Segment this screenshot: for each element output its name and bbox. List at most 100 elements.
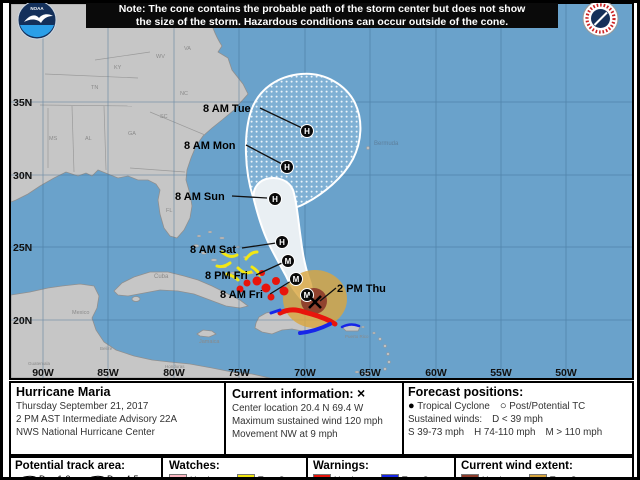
post-potential-tc-circle-icon: ○ [499,400,507,412]
hurricane-watch-swatch [169,474,187,480]
storm-info-block: Hurricane Maria Thursday September 21, 2… [16,385,177,439]
note-line-1: Note: The cone contains the probable pat… [118,3,526,15]
ts-watch-areas [215,250,262,282]
cone-day13-icon [17,475,36,480]
day13-label: Day 1-3 [39,474,71,480]
label-8am-fri: 8 AM Fri [220,289,263,301]
svg-text:Mexico: Mexico [72,310,89,316]
hurricane-extent-swatch [461,474,479,480]
forecast-cone-map: H H H H M M M 8 AM Tue [9,2,634,380]
svg-text:Guatemala: Guatemala [28,361,51,366]
center-location: Center location 20.4 N 69.4 W [232,403,364,414]
wind-categories-row: S 39-73 mph H 74-110 mph M > 110 mph [408,426,602,439]
nws-logo-icon [582,0,619,42]
forecast-position-dots: H H H H M M M [268,124,322,309]
label-8am-sun: 8 AM Sun [175,191,225,203]
forecast-dot-tue[interactable]: H [300,124,314,138]
isle-of-youth [131,296,141,302]
panel-divider-2 [402,383,404,454]
current-position-x-icon [308,295,322,309]
day45-label: Day 4-5 [107,474,139,480]
svg-text:H: H [279,238,285,247]
legend-day45-item: Day 4-5 [83,474,139,480]
storm-title: Hurricane Maria [16,385,111,399]
leader-lines [231,107,337,302]
warning-tropstm-item: Trop Stm [381,474,439,480]
svg-text:Cuba: Cuba [154,274,169,280]
label-8am-mon: 8 AM Mon [184,140,236,152]
legend-day13-item: Day 1-3 [15,474,71,480]
tropical-cyclone-dot-icon: ● [408,400,415,412]
movement: Movement NW at 9 mph [232,429,338,440]
ts-warning-areas [269,308,361,335]
watch-tropstm-item: Trop Stm [237,474,295,480]
forecast-positions-header: Forecast positions: [408,385,524,399]
svg-text:50W: 50W [555,367,577,378]
wind-category-s: S 39-73 mph [408,427,465,438]
wind-extent-header: Current wind extent: [461,460,573,472]
cone-disclaimer-note: Note: The cone contains the probable pat… [86,2,558,28]
current-position-marker-icon: × [357,385,366,401]
sustained-winds-label: Sustained winds: [408,414,483,425]
svg-text:85W: 85W [97,367,119,378]
current-info-header: Current information: × [232,385,366,401]
label-8am-sat: 8 AM Sat [190,244,236,256]
post-potential-tc-label: Post/Potential TC [509,401,586,412]
svg-text:Honduras: Honduras [165,364,185,369]
note-line-2: the size of the storm. Hazardous conditi… [135,15,509,28]
longitude-labels: 90W 85W 80W 75W 70W 65W 60W 55W 50W [32,367,577,379]
ts-warning-swatch [381,474,399,480]
svg-text:NC: NC [180,91,188,97]
panel-divider-1 [224,383,226,454]
svg-text:70W: 70W [294,367,316,378]
forecast-dot-sat[interactable]: H [275,235,289,249]
svg-text:KY: KY [114,65,122,71]
svg-text:GA: GA [128,131,136,137]
ts-watch-swatch [237,474,255,480]
svg-text:FL: FL [166,208,172,214]
svg-text:Jamaica: Jamaica [199,339,220,345]
svg-text:Bermuda: Bermuda [374,141,399,147]
svg-text:20N: 20N [13,315,32,327]
svg-text:M: M [285,257,292,266]
track-time-labels: 8 AM Tue 8 AM Mon 8 AM Sun 8 AM Sat 8 PM… [175,103,386,301]
svg-text:NOAA: NOAA [30,6,44,11]
svg-text:H: H [304,127,310,136]
warning-hurricane-item: Hurricane [313,474,373,480]
svg-text:55W: 55W [490,367,512,378]
state-borders [39,51,206,173]
noaa-logo-icon: NOAA [17,0,57,45]
current-info-block: Current information: × Center location 2… [232,385,383,441]
svg-text:M: M [304,291,311,300]
watch-hurricane-item: Hurricane [169,474,229,480]
forecast-dot-sun[interactable]: H [268,192,282,206]
svg-text:80W: 80W [163,367,185,378]
svg-text:90W: 90W [32,367,54,378]
forecast-positions-block: Forecast positions: ● Tropical Cyclone ○… [408,385,602,439]
svg-text:Puerto Rico: Puerto Rico [345,334,369,339]
label-8am-tue: 8 AM Tue [203,103,251,115]
svg-text:MS: MS [49,136,58,142]
legend-divider-2 [306,458,308,480]
warnings-header: Warnings: [313,460,369,472]
svg-text:H: H [272,195,278,204]
forecast-dot-fri-am[interactable]: M [289,272,303,286]
potential-track-header: Potential track area: [15,460,125,472]
advisory-date: Thursday September 21, 2017 [16,401,149,412]
extent-tropstm-item: Trop Stm [529,474,587,480]
issuing-agency: NWS National Hurricane Center [16,427,155,438]
map-canvas: H H H H M M M 8 AM Tue [10,3,632,379]
svg-text:60W: 60W [425,367,447,378]
forecast-dot-mon[interactable]: H [280,160,294,174]
legend-divider-1 [161,458,163,480]
advisory-name: 2 PM AST Intermediate Advisory 22A [16,414,178,425]
svg-text:TN: TN [91,85,98,91]
forecast-dot-fri-pm[interactable]: M [281,254,295,268]
position-symbols-row: ● Tropical Cyclone ○ Post/Potential TC [408,400,602,413]
cuba [113,271,249,309]
max-sustained-wind: Maximum sustained wind 120 mph [232,416,383,427]
map-legend: Potential track area: Watches: Warnings:… [9,456,634,480]
watches-header: Watches: [169,460,220,472]
svg-text:Belize: Belize [100,346,113,351]
svg-text:30N: 30N [13,170,32,182]
